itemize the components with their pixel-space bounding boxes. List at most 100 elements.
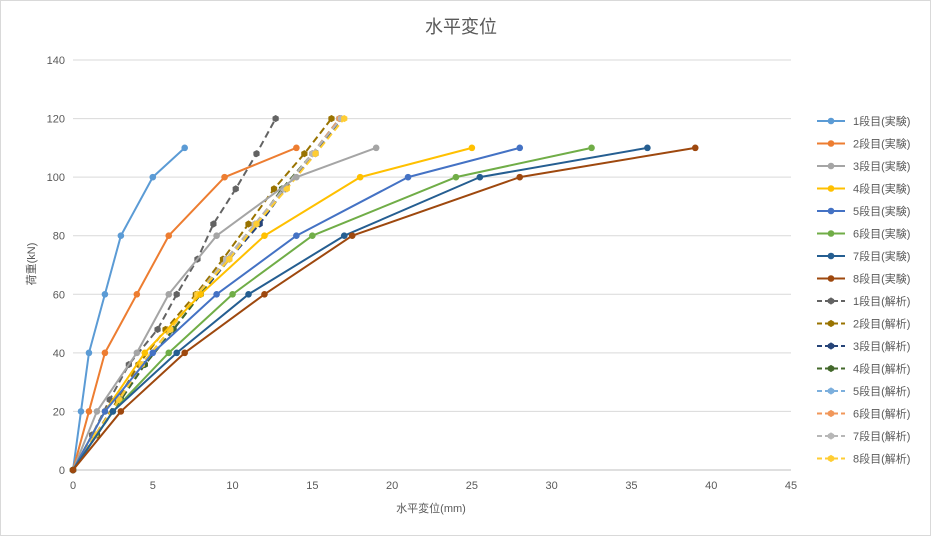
legend-item: 2段目(実験)	[817, 137, 910, 151]
series-line	[72, 146, 592, 471]
x-tick-label: 45	[785, 480, 797, 492]
tick-labels: 0 20 40 60 80 100 120 140 0 5 10 15 20 25 30 35 40 45	[47, 55, 797, 492]
data-point	[165, 290, 173, 298]
data-point	[69, 466, 77, 474]
data-point	[516, 144, 524, 152]
data-point	[221, 173, 228, 181]
y-tick-label: 140	[47, 55, 65, 67]
data-point	[270, 185, 278, 193]
x-tick-label: 35	[625, 480, 637, 492]
data-point	[827, 275, 835, 282]
data-point	[149, 349, 157, 357]
legend-label: 4段目(解析)	[853, 362, 910, 376]
data-point	[312, 150, 319, 158]
data-point	[101, 408, 109, 415]
legend-item: 4段目(実験)	[817, 182, 910, 196]
data-point	[210, 220, 217, 228]
series-line	[72, 146, 648, 471]
data-point	[272, 114, 279, 123]
x-tick-label: 40	[705, 480, 717, 492]
series-line	[72, 146, 473, 471]
data-point	[516, 173, 524, 181]
legend-label: 5段目(実験)	[853, 204, 910, 218]
legend-item: 1段目(実験)	[817, 114, 910, 128]
legend-label: 7段目(実験)	[853, 249, 910, 263]
data-point	[301, 150, 308, 158]
data-point	[85, 349, 93, 357]
y-tick-label: 100	[47, 172, 65, 184]
gridlines	[73, 59, 791, 412]
data-point	[341, 114, 348, 123]
data-point	[213, 290, 220, 298]
legend-label: 5段目(解析)	[853, 384, 910, 398]
series-5	[69, 144, 524, 474]
data-point	[77, 408, 85, 415]
data-point	[162, 325, 169, 334]
legend-item: 7段目(実験)	[817, 249, 910, 263]
data-point	[644, 144, 651, 152]
legend-item: 6段目(実験)	[817, 227, 910, 241]
legend-label: 6段目(解析)	[853, 407, 910, 421]
legend-label: 2段目(解析)	[853, 317, 910, 331]
y-axis-title: 荷重(kN)	[24, 243, 38, 286]
legend-label: 7段目(解析)	[853, 429, 910, 443]
data-point	[340, 232, 348, 240]
data-point	[245, 220, 252, 228]
legend-item: 3段目(解析)	[817, 339, 910, 353]
legend-item: 2段目(解析)	[817, 317, 910, 331]
legend-label: 1段目(解析)	[853, 294, 910, 308]
data-point	[827, 230, 835, 237]
legend-label: 4段目(実験)	[853, 182, 910, 196]
data-point	[827, 117, 835, 125]
legend: 1段目(実験) 2段目(実験) 3段目(実験) 4段目(実験) 5段目(実験) 6段目(実…	[817, 114, 910, 466]
data-point	[827, 387, 835, 395]
x-tick-label: 10	[226, 480, 238, 492]
data-point	[468, 144, 476, 152]
legend-label: 2段目(実験)	[853, 137, 910, 151]
legend-item: 1段目(解析)	[817, 294, 910, 308]
data-point	[165, 349, 173, 357]
data-point	[476, 173, 484, 181]
y-tick-label: 40	[53, 348, 65, 360]
data-point	[404, 173, 412, 181]
data-point	[117, 232, 125, 240]
legend-item: 8段目(実験)	[817, 272, 910, 286]
data-point	[116, 396, 123, 404]
legend-item: 3段目(実験)	[817, 159, 910, 173]
y-tick-label: 20	[53, 406, 65, 418]
data-point	[691, 144, 699, 152]
x-axis-title: 水平変位(mm)	[396, 501, 466, 515]
data-point	[133, 349, 141, 357]
data-point	[133, 290, 141, 298]
data-point	[181, 144, 188, 152]
data-point	[827, 364, 835, 373]
data-point	[356, 173, 364, 181]
chart-title: 水平変位	[425, 17, 497, 37]
data-point	[229, 290, 236, 298]
x-tick-label: 25	[466, 480, 478, 492]
data-point	[253, 220, 260, 228]
data-point	[293, 144, 300, 152]
data-point	[154, 325, 161, 334]
series-7	[69, 144, 651, 474]
y-tick-label: 0	[59, 465, 65, 477]
data-point	[309, 232, 316, 240]
legend-label: 6段目(実験)	[853, 227, 910, 241]
data-point	[293, 232, 300, 240]
data-point	[827, 252, 835, 260]
legend-item: 5段目(実験)	[817, 204, 910, 218]
y-tick-label: 80	[53, 231, 65, 243]
legend-label: 8段目(実験)	[853, 272, 910, 286]
data-point	[827, 454, 835, 463]
y-tick-label: 120	[47, 114, 65, 126]
data-point	[452, 173, 460, 181]
data-point	[283, 185, 290, 193]
data-point	[827, 162, 835, 170]
data-point	[261, 232, 268, 240]
series-3	[69, 144, 380, 474]
data-point	[213, 232, 220, 240]
data-point	[138, 360, 145, 369]
x-tick-label: 15	[306, 480, 318, 492]
data-point	[173, 349, 181, 357]
